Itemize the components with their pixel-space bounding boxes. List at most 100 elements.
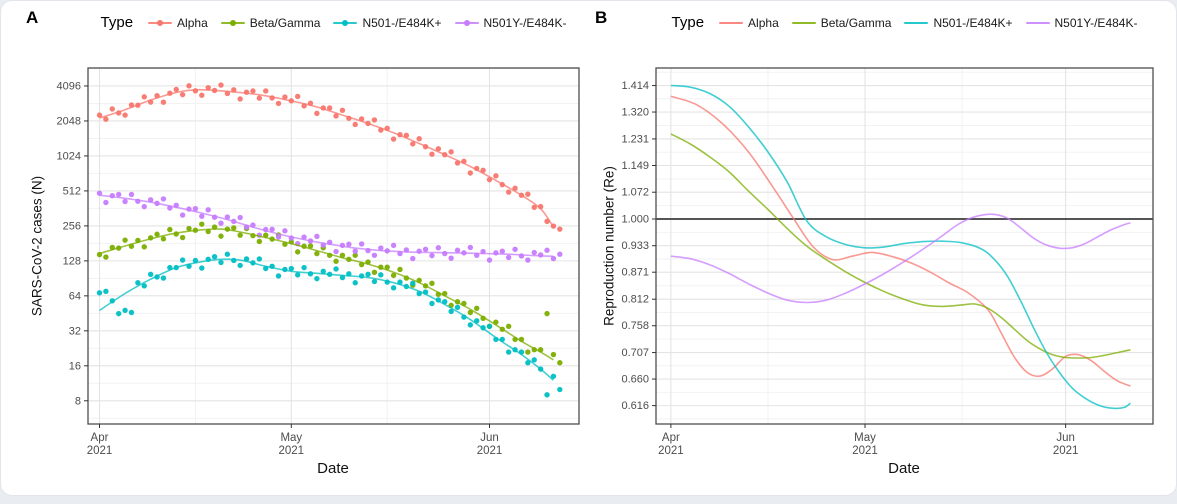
point-alpha — [314, 110, 320, 117]
point-alpha — [339, 107, 346, 113]
point-alpha — [141, 94, 147, 100]
point-n501-e484k — [525, 360, 531, 366]
point-n501-e484k — [333, 266, 339, 272]
svg-text:Jun: Jun — [1056, 432, 1075, 444]
point-n501y-e484k — [103, 199, 109, 206]
svg-text:May: May — [280, 432, 302, 444]
panel-a-label: A — [26, 8, 39, 27]
legend-item-alpha: Alpha — [719, 16, 779, 30]
point-n501-e484k — [352, 280, 358, 286]
series-line-alpha — [99, 88, 555, 228]
point-n501-e484k — [199, 265, 205, 271]
legend-item-label: Beta/Gamma — [249, 15, 321, 30]
panel-a-plot: 8163264128256512102420484096Apr2021May20… — [57, 67, 580, 457]
point-alpha — [467, 170, 474, 176]
point-n501-e484k — [505, 349, 512, 355]
point-n501-e484k — [288, 265, 295, 272]
point-n501y-e484k — [352, 248, 358, 254]
point-beta-gamma — [390, 272, 397, 279]
point-beta-gamma — [307, 243, 314, 249]
point-n501y-e484k — [192, 205, 199, 212]
series-line-beta-gamma — [670, 133, 1131, 359]
legend-item-n501y-e484kneg: N501Y-/E484K- — [454, 16, 566, 30]
svg-text:0.660: 0.660 — [621, 374, 649, 386]
legend-item-n501-e484kpos: N501-/E484K+ — [904, 16, 1013, 30]
point-n501-e484k — [371, 278, 378, 285]
legend-key-alpha-icon — [148, 18, 173, 28]
point-alpha — [326, 105, 333, 111]
point-n501y-e484k — [499, 248, 505, 254]
point-n501y-e484k — [314, 233, 320, 240]
point-beta-gamma — [352, 252, 358, 258]
point-n501-e484k — [103, 288, 109, 295]
series-line-n501y-e484k — [99, 194, 554, 258]
svg-text:1.414: 1.414 — [621, 80, 649, 92]
svg-text:Apr: Apr — [91, 432, 109, 444]
point-beta-gamma — [474, 305, 480, 311]
point-n501-e484k — [237, 262, 243, 269]
point-n501-e484k — [160, 275, 167, 281]
point-n501y-e484k — [371, 252, 378, 258]
point-alpha — [557, 226, 563, 232]
point-alpha — [186, 83, 192, 89]
point-n501y-e484k — [531, 249, 537, 256]
point-alpha — [103, 116, 109, 122]
point-n501-e484k — [256, 256, 263, 262]
point-n501y-e484k — [282, 228, 288, 234]
point-alpha — [179, 91, 186, 98]
legend-item-n501-e484kpos: N501-/E484K+ — [333, 16, 442, 30]
point-n501y-e484k — [390, 242, 397, 249]
point-beta-gamma — [333, 258, 339, 264]
point-n501y-e484k — [141, 203, 147, 210]
legend-title: Type — [671, 14, 705, 31]
legend-item-label: N501Y-/E484K- — [1054, 15, 1138, 30]
y-axis-title-a: SARS-CoV-2 cases (N) — [29, 175, 45, 317]
point-n501-e484k — [320, 268, 326, 275]
svg-text:4096: 4096 — [57, 80, 81, 92]
svg-text:2048: 2048 — [57, 115, 81, 127]
point-beta-gamma — [231, 225, 237, 231]
point-beta-gamma — [160, 236, 167, 242]
legend-item-alpha: Alpha — [148, 16, 208, 30]
svg-text:1.149: 1.149 — [621, 160, 649, 172]
point-n501-e484k — [224, 251, 231, 257]
point-beta-gamma — [505, 323, 512, 329]
point-alpha — [531, 204, 537, 211]
point-alpha — [512, 185, 518, 191]
point-alpha — [390, 136, 397, 142]
point-alpha — [256, 95, 263, 101]
point-alpha — [96, 112, 103, 118]
svg-text:1.072: 1.072 — [621, 187, 649, 199]
point-n501y-e484k — [486, 257, 493, 263]
point-n501y-e484k — [493, 250, 499, 256]
svg-text:16: 16 — [69, 360, 81, 372]
point-n501-e484k — [211, 254, 218, 260]
point-n501-e484k — [96, 290, 103, 296]
point-beta-gamma — [122, 237, 128, 243]
legend-item-beta-gamma: Beta/Gamma — [220, 15, 321, 30]
point-n501y-e484k — [378, 245, 384, 251]
point-n501y-e484k — [224, 214, 231, 220]
point-alpha — [109, 106, 115, 112]
svg-text:0.758: 0.758 — [621, 320, 649, 332]
point-beta-gamma — [467, 309, 474, 316]
point-n501y-e484k — [525, 257, 531, 263]
svg-text:512: 512 — [63, 185, 81, 197]
point-n501y-e484k — [557, 251, 563, 257]
point-alpha — [173, 86, 179, 93]
point-alpha — [122, 112, 128, 118]
svg-text:1.000: 1.000 — [621, 213, 649, 225]
point-beta-gamma — [186, 225, 192, 232]
series-line-n501y-e484k — [670, 213, 1131, 304]
point-beta-gamma — [397, 266, 403, 273]
point-alpha — [237, 96, 243, 102]
point-n501y-e484k — [512, 246, 518, 252]
point-n501y-e484k — [537, 252, 544, 258]
axes-b: 1.414 1.320 1.231 1.149 1.072 1.000 0.933 0.871… — [621, 80, 1078, 457]
point-n501-e484k — [390, 285, 397, 291]
point-beta-gamma — [141, 244, 147, 250]
svg-text:1.231: 1.231 — [621, 133, 649, 145]
series-line-alpha — [670, 95, 1131, 387]
svg-text:256: 256 — [63, 220, 81, 232]
